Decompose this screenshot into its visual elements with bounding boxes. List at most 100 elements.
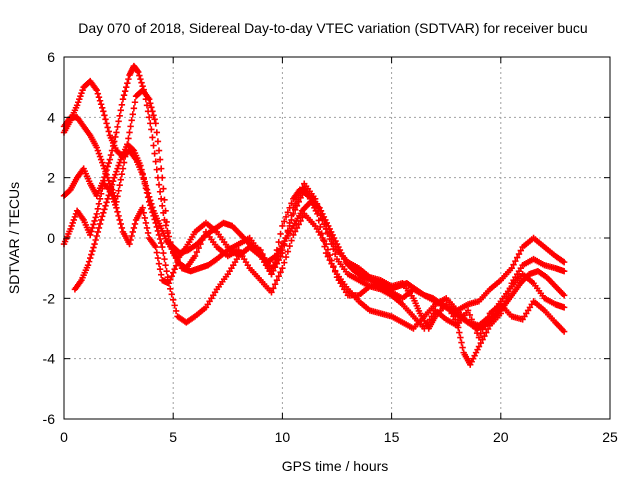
data-point xyxy=(153,166,161,173)
data-point xyxy=(324,246,332,253)
data-point xyxy=(464,307,472,314)
data-point xyxy=(116,159,123,166)
data-point xyxy=(90,244,97,251)
data-point xyxy=(109,195,117,202)
data-point xyxy=(155,181,163,188)
data-point xyxy=(119,96,127,103)
data-point xyxy=(90,221,97,228)
data-point xyxy=(96,220,104,228)
data-point xyxy=(456,329,463,336)
data-point xyxy=(149,134,156,141)
data-point xyxy=(271,263,279,271)
data-point xyxy=(114,208,121,216)
data-point xyxy=(117,176,124,183)
data-point xyxy=(277,230,284,238)
data-point xyxy=(299,184,306,191)
data-point xyxy=(141,214,149,222)
data-point xyxy=(295,221,302,228)
data-point xyxy=(116,182,123,189)
data-point xyxy=(317,223,324,231)
chart-title: Day 070 of 2018, Sidereal Day-to-day VTE… xyxy=(78,20,587,36)
data-point xyxy=(171,265,178,273)
data-point xyxy=(96,153,104,160)
data-point xyxy=(150,112,157,119)
x-axis-label: GPS time / hours xyxy=(282,458,389,474)
data-point xyxy=(281,259,288,266)
data-point xyxy=(126,129,133,136)
data-point xyxy=(154,254,162,262)
data-point xyxy=(97,216,105,224)
data-point xyxy=(91,240,98,248)
y-tick-label: -6 xyxy=(43,411,56,427)
data-point xyxy=(77,93,84,100)
data-point xyxy=(457,334,464,341)
data-point xyxy=(102,202,109,210)
y-tick-label: 2 xyxy=(47,170,55,186)
data-point xyxy=(517,247,525,254)
data-point xyxy=(94,205,102,213)
series-track-4 xyxy=(60,180,568,341)
data-point xyxy=(119,165,127,172)
data-point xyxy=(477,330,484,337)
data-point xyxy=(466,311,474,319)
data-point xyxy=(145,114,153,121)
data-point xyxy=(282,213,290,221)
data-point xyxy=(157,165,165,172)
data-point xyxy=(268,289,275,296)
data-point xyxy=(328,257,335,264)
data-point xyxy=(101,112,108,119)
data-point xyxy=(479,336,486,343)
data-point xyxy=(137,75,144,83)
data-point xyxy=(105,159,112,167)
data-point xyxy=(151,116,158,123)
data-point xyxy=(100,209,107,217)
data-point xyxy=(477,339,484,347)
data-point xyxy=(475,343,483,350)
data-point xyxy=(107,151,115,159)
data-point xyxy=(108,147,116,154)
data-point xyxy=(92,236,99,244)
data-point xyxy=(149,108,156,115)
data-point xyxy=(148,104,155,111)
data-point xyxy=(279,264,286,272)
data-point xyxy=(151,150,158,157)
y-axis-label: SDTVAR / TECUs xyxy=(6,182,22,294)
data-point xyxy=(74,99,82,106)
data-point xyxy=(160,249,167,257)
data-point xyxy=(331,268,339,275)
data-point xyxy=(170,296,177,304)
data-point xyxy=(143,186,151,193)
data-point xyxy=(270,285,277,292)
data-point xyxy=(107,185,115,192)
data-point xyxy=(153,223,161,231)
data-point xyxy=(145,96,153,103)
data-point xyxy=(515,250,523,258)
data-point xyxy=(99,159,106,166)
data-point xyxy=(88,228,95,235)
data-point xyxy=(112,171,119,178)
data-point xyxy=(128,232,135,240)
data-point xyxy=(111,138,118,145)
data-point xyxy=(104,174,111,181)
data-point xyxy=(99,104,106,111)
data-point xyxy=(279,222,286,230)
y-tick-label: 4 xyxy=(47,109,55,125)
data-point xyxy=(163,267,170,275)
data-point xyxy=(155,231,163,239)
data-point xyxy=(284,209,292,216)
data-point xyxy=(560,304,568,311)
data-point xyxy=(290,204,297,212)
data-point xyxy=(163,218,170,226)
data-point xyxy=(271,281,279,288)
data-point xyxy=(93,210,100,218)
data-point xyxy=(89,247,96,255)
data-point xyxy=(144,229,152,237)
data-point xyxy=(152,158,159,165)
data-point xyxy=(154,138,162,145)
data-point xyxy=(89,224,96,232)
data-point xyxy=(131,99,139,106)
data-point xyxy=(116,216,123,224)
data-point xyxy=(139,204,146,212)
data-point xyxy=(149,204,156,211)
data-point xyxy=(140,209,147,217)
